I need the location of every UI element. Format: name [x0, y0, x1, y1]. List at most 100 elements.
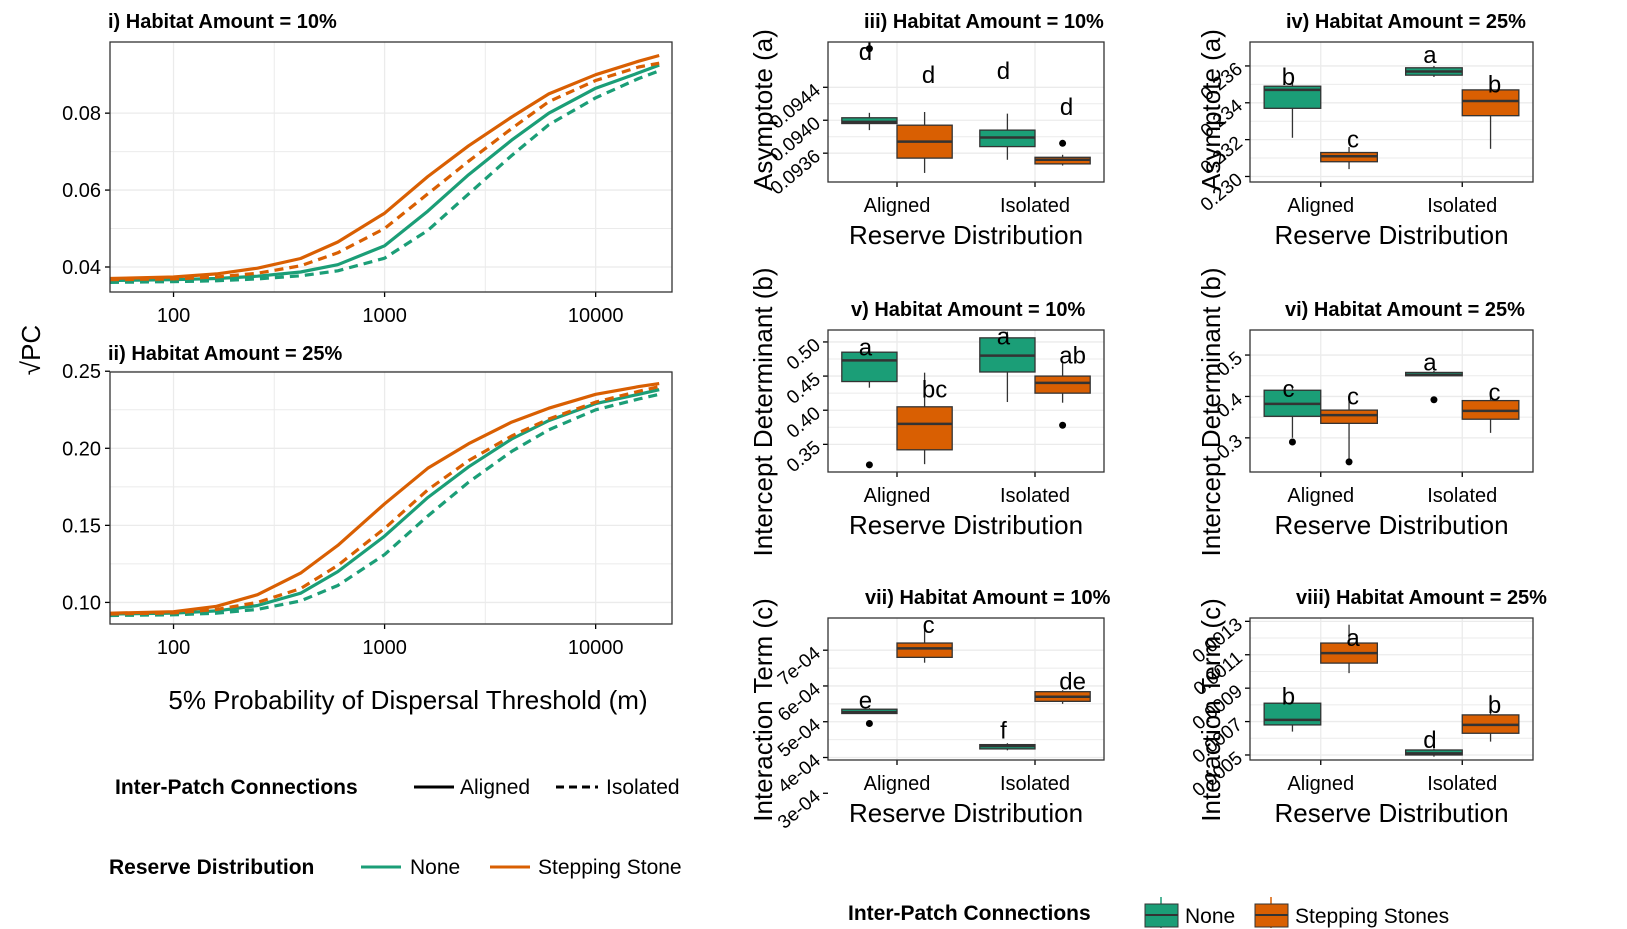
y-tick-label: 0.35	[783, 437, 825, 477]
box-body	[1034, 375, 1091, 394]
panel-border	[109, 41, 673, 293]
box-none-aligned: e	[841, 687, 898, 728]
y-tick-label: 0.25	[62, 361, 101, 383]
panel-title: vi) Habitat Amount = 25%	[1285, 299, 1525, 321]
outlier-point	[1430, 396, 1438, 404]
legend-color-item: Stepping Stone	[538, 856, 682, 879]
panel-title: viii) Habitat Amount = 25%	[1296, 587, 1547, 609]
y-tick-label: 0.04	[62, 257, 101, 279]
legend-line-item: Aligned	[460, 776, 530, 799]
outlier-point	[865, 461, 873, 469]
outlier-point	[1345, 458, 1353, 466]
row-label-text: Asymptote (a)	[748, 29, 778, 191]
significance-letter: d	[859, 39, 872, 66]
legend-right-item: None	[1185, 905, 1235, 928]
panel-p1: i) Habitat Amount = 10% 0.04 0.06 0.08 100 10…	[62, 11, 673, 327]
box-stepping-aligned: c	[896, 612, 953, 663]
significance-letter: c	[1347, 383, 1359, 410]
plot-area	[828, 618, 1104, 760]
x-tick-label: Aligned	[1287, 485, 1354, 507]
box-stepping-isolated: b	[1461, 692, 1520, 742]
row-label-text: Intercept Determinant (b)	[1196, 267, 1226, 556]
box-none-isolated: a	[979, 323, 1036, 403]
x-tick-label: Isolated	[1000, 485, 1070, 507]
x-tick-label: 1000	[362, 305, 407, 327]
y-tick-label: 6e-04	[774, 678, 825, 726]
x-tick-label: Isolated	[1427, 485, 1497, 507]
outlier-point	[865, 45, 873, 53]
x-tick-label: Isolated	[1427, 195, 1497, 217]
panel-title: v) Habitat Amount = 10%	[851, 299, 1086, 321]
panel-title: i) Habitat Amount = 10%	[108, 11, 337, 33]
legend-right: Inter-Patch Connections None Stepping St…	[848, 897, 1449, 928]
y-tick-label: 0.06	[62, 180, 101, 202]
legend-color: Reserve Distribution None Stepping Stone	[109, 856, 682, 879]
significance-letter: c	[1282, 376, 1294, 403]
panel-title: vii) Habitat Amount = 10%	[865, 587, 1111, 609]
significance-letter: a	[1423, 349, 1437, 376]
row-label-c-left: Interaction Term (c)	[748, 598, 778, 821]
box-body	[896, 642, 953, 658]
left-x-label: 5% Probability of Dispersal Threshold (m…	[168, 685, 647, 715]
box-none-aligned: b	[1263, 64, 1322, 138]
x-axis-label: Reserve Distribution	[849, 510, 1083, 540]
x-tick-label: Aligned	[864, 485, 931, 507]
box-none-aligned: c	[1263, 376, 1322, 446]
x-tick-label: Aligned	[864, 195, 931, 217]
row-label-c-right: Interaction Term (c)	[1196, 598, 1226, 821]
significance-letter: a	[859, 334, 873, 361]
significance-letter: b	[1488, 71, 1501, 98]
panel-border	[1249, 329, 1534, 473]
box-stepping-aligned: c	[1320, 127, 1378, 170]
left-y-label-text: √PC	[16, 325, 46, 375]
row-label-text: Interaction Term (c)	[1196, 598, 1226, 821]
box-stepping-isolated: de	[1034, 669, 1091, 704]
significance-letter: c	[1347, 127, 1359, 154]
panel-border	[109, 371, 673, 625]
box-none-isolated: a	[1405, 349, 1463, 404]
y-tick-label: 0.45	[783, 369, 825, 409]
panel-p5: v) Habitat Amount = 10% 0.350.400.450.50 A…	[783, 299, 1105, 540]
box-stepping-isolated: d	[1034, 94, 1091, 166]
x-tick-label: Isolated	[1427, 773, 1497, 795]
x-axis-label: Reserve Distribution	[1274, 798, 1508, 828]
significance-letter: b	[1282, 64, 1295, 91]
significance-letter: e	[859, 687, 872, 714]
significance-letter: de	[1059, 669, 1086, 696]
box-body	[841, 351, 898, 383]
significance-letter: d	[1060, 94, 1073, 121]
panel-border	[827, 329, 1105, 473]
plot-area	[110, 42, 672, 292]
panel-p6: vi) Habitat Amount = 25%0.30.40.5Aligned…	[1213, 299, 1534, 540]
box-body	[1461, 89, 1520, 117]
significance-letter: a	[1346, 625, 1360, 652]
y-tick-label: 0.20	[62, 438, 101, 460]
box-body	[896, 406, 953, 451]
series-line-stepping-solid	[109, 382, 660, 615]
panel-p3: iii) Habitat Amount = 10%0.09360.09400.0…	[767, 11, 1105, 250]
x-axis-label: Reserve Distribution	[849, 220, 1083, 250]
outlier-point	[1059, 139, 1067, 147]
y-tick-label: 0.40	[783, 403, 825, 443]
box-none-aligned: d	[841, 39, 898, 131]
legend-line-title: Inter-Patch Connections	[115, 776, 358, 799]
y-tick-label: 7e-04	[774, 643, 825, 691]
x-tick-label: 10000	[568, 305, 624, 327]
box-stepping-aligned: d	[896, 62, 953, 173]
box-none-isolated: d	[979, 58, 1036, 160]
row-label-text: Asymptote (a)	[1196, 29, 1226, 191]
series-line-none-dashed	[109, 69, 660, 284]
box-stepping-isolated: ab	[1034, 343, 1091, 429]
y-tick-label: 0.08	[62, 103, 101, 125]
y-tick-label: 0.50	[783, 335, 825, 375]
box-none-aligned: b	[1263, 684, 1322, 732]
x-axis-label: Reserve Distribution	[849, 798, 1083, 828]
x-tick-label: Isolated	[1000, 195, 1070, 217]
panel-border	[827, 617, 1105, 761]
box-body	[1263, 85, 1322, 109]
x-tick-label: Aligned	[864, 773, 931, 795]
panel-p4: iv) Habitat Amount = 25%0.2300.2320.2340…	[1197, 11, 1534, 250]
legend-line-item: Isolated	[606, 776, 680, 799]
significance-letter: bc	[922, 377, 947, 404]
significance-letter: a	[997, 323, 1011, 350]
